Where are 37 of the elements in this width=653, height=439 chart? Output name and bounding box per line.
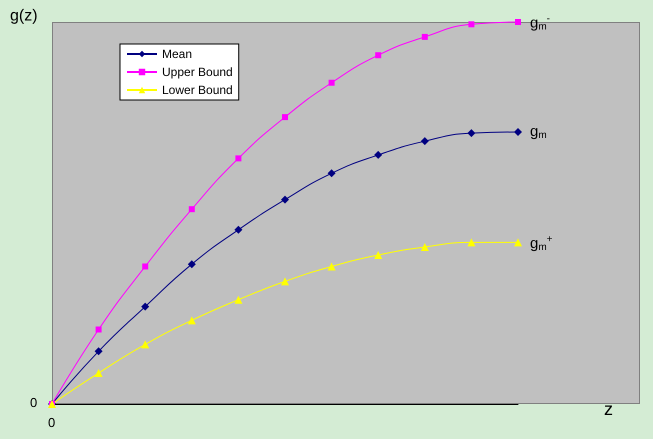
point [94,347,103,356]
point [281,277,289,286]
point [328,169,336,178]
point [142,263,148,270]
legend-label: Upper Bound [162,65,233,79]
point [141,340,150,348]
point [374,251,382,260]
point [141,302,150,311]
legend-label: Mean [162,47,192,61]
point [467,129,476,138]
legend-label: Lower Bound [162,83,233,97]
point [235,155,242,162]
point [188,206,195,212]
text: 0 [48,415,56,430]
x-axis-title: z [604,399,613,419]
point [467,238,476,246]
point [282,114,288,120]
point [514,238,522,246]
point [515,19,521,25]
point [420,243,429,251]
point [328,262,336,270]
point [514,128,522,136]
point [375,52,382,58]
point [96,326,102,333]
point [281,196,289,204]
y-axis-title: g(z) [10,8,38,24]
point [188,316,196,324]
point [374,150,382,159]
point [234,226,242,234]
point [468,21,474,28]
point [188,260,196,268]
point [94,369,103,378]
point [328,80,335,86]
point [422,34,428,40]
text: 0 [30,395,38,410]
point [234,296,242,304]
point [420,137,429,146]
